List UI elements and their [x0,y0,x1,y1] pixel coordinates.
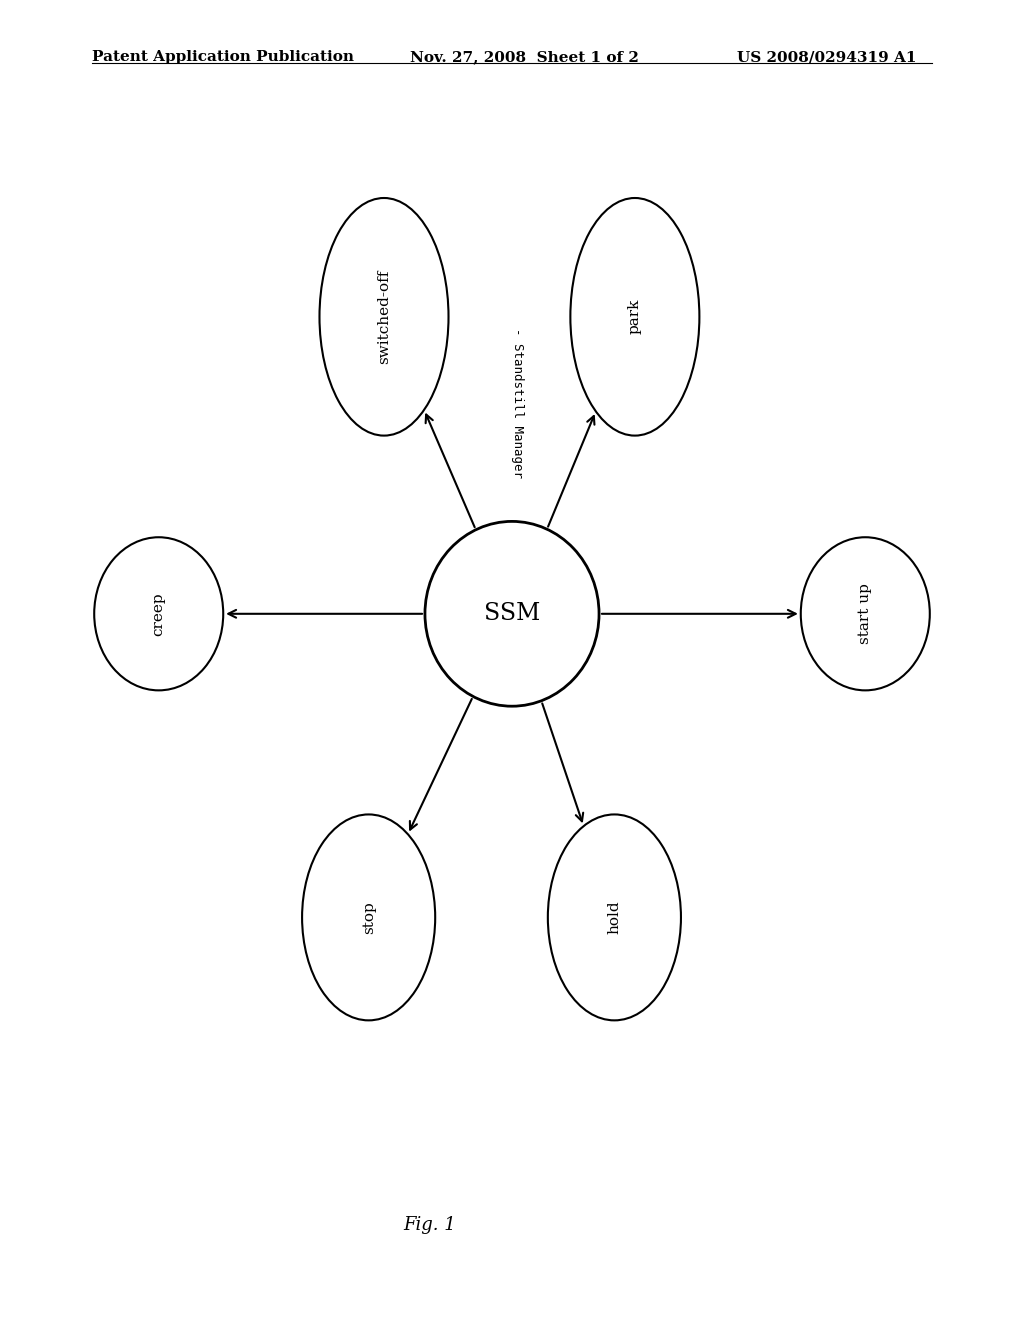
Text: switched-off: switched-off [377,269,391,364]
Text: stop: stop [361,902,376,933]
Ellipse shape [425,521,599,706]
Ellipse shape [319,198,449,436]
Ellipse shape [94,537,223,690]
Ellipse shape [302,814,435,1020]
Ellipse shape [801,537,930,690]
Text: US 2008/0294319 A1: US 2008/0294319 A1 [737,50,916,65]
Text: park: park [628,300,642,334]
Ellipse shape [570,198,699,436]
Text: start up: start up [858,583,872,644]
Text: Fig. 1: Fig. 1 [403,1216,457,1234]
Ellipse shape [548,814,681,1020]
Text: Nov. 27, 2008  Sheet 1 of 2: Nov. 27, 2008 Sheet 1 of 2 [410,50,639,65]
Text: hold: hold [607,900,622,935]
Text: SSM: SSM [483,602,541,626]
Text: - Standstill Manager: - Standstill Manager [511,327,523,478]
Text: creep: creep [152,591,166,636]
Text: Patent Application Publication: Patent Application Publication [92,50,354,65]
